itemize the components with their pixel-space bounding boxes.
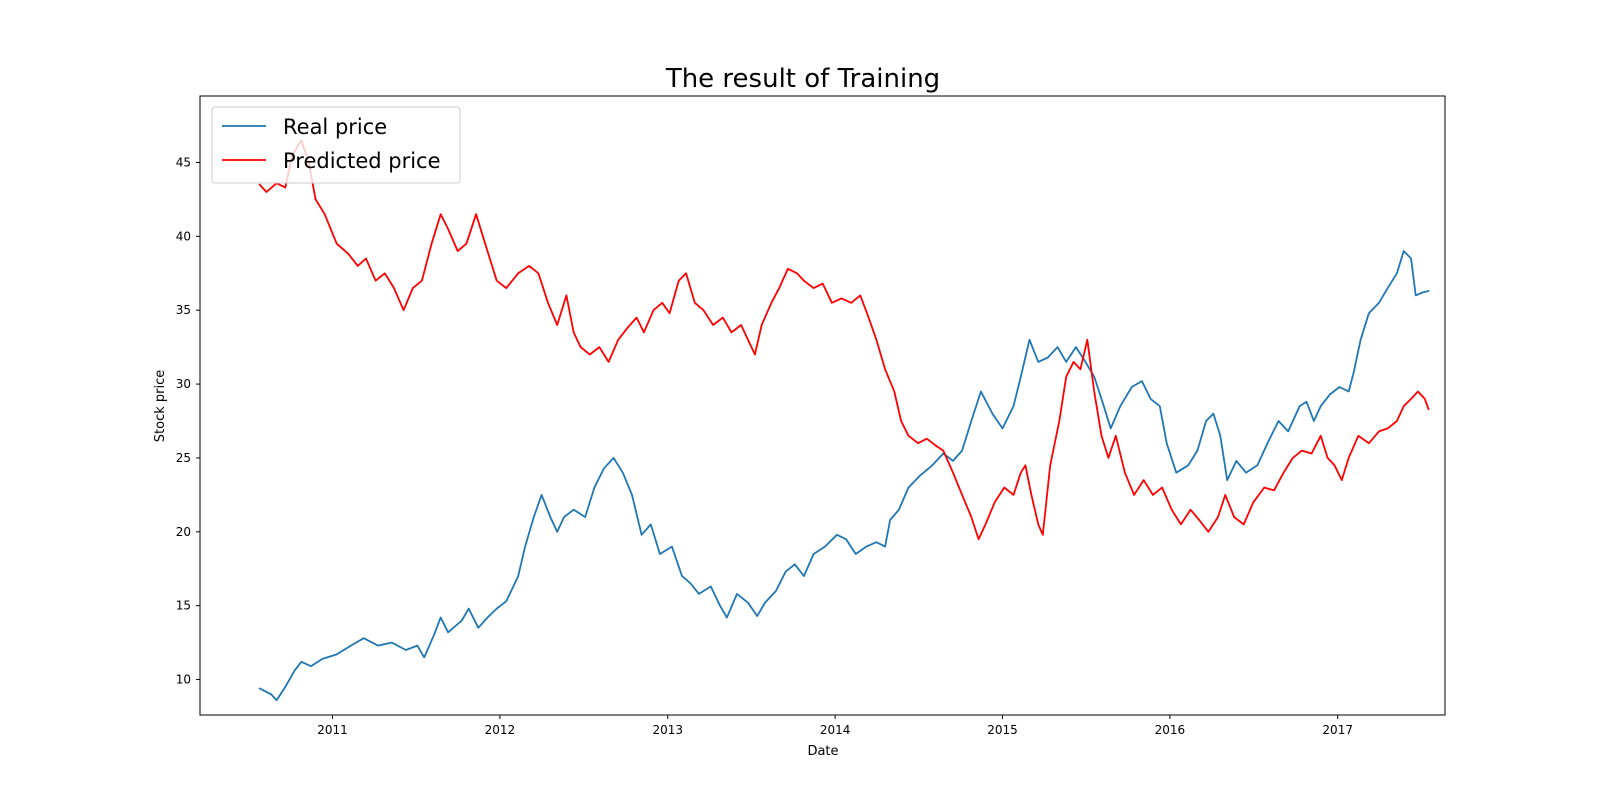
x-tick-label: 2015 xyxy=(987,723,1018,737)
x-tick-label: 2017 xyxy=(1322,723,1353,737)
y-axis-label: Stock price xyxy=(153,370,168,442)
y-tick-label: 15 xyxy=(176,599,191,613)
y-tick-label: 10 xyxy=(176,673,191,687)
y-tick-label: 35 xyxy=(176,303,191,317)
y-tick-label: 30 xyxy=(176,377,191,391)
axes-frame xyxy=(199,95,1446,716)
series-layer xyxy=(258,139,1430,702)
y-tick-label: 40 xyxy=(176,229,191,243)
series-line-real-price xyxy=(258,250,1430,702)
legend-label-real-price: Real price xyxy=(283,115,387,139)
legend: Real price Predicted price xyxy=(211,106,461,184)
series-line-predicted-price xyxy=(258,139,1430,541)
x-axis: 2011 2012 2013 2014 2015 2016 2017 xyxy=(317,715,1353,737)
x-tick-label: 2016 xyxy=(1155,723,1186,737)
y-axis: 10 15 20 25 30 35 40 45 xyxy=(176,155,200,687)
y-tick-label: 20 xyxy=(176,525,191,539)
chart-title: The result of Training xyxy=(665,64,940,94)
x-tick-label: 2011 xyxy=(317,723,348,737)
x-tick-label: 2012 xyxy=(485,723,516,737)
x-tick-label: 2013 xyxy=(652,723,683,737)
x-tick-label: 2014 xyxy=(820,723,851,737)
plot-area xyxy=(199,95,1446,716)
y-tick-label: 25 xyxy=(176,451,191,465)
legend-box xyxy=(211,106,461,184)
y-tick-label: 45 xyxy=(176,155,191,169)
legend-label-predicted-price: Predicted price xyxy=(283,149,441,173)
x-axis-label: Date xyxy=(807,744,838,759)
